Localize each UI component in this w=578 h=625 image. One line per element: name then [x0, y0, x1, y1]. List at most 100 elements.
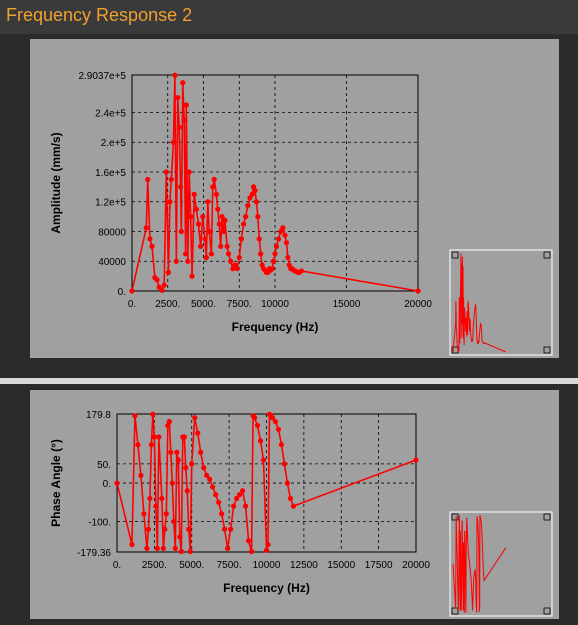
data-point — [153, 503, 159, 509]
data-point — [175, 457, 181, 463]
data-point — [272, 419, 279, 425]
data-point — [208, 251, 214, 257]
data-point — [245, 538, 252, 544]
data-point — [193, 206, 199, 212]
panel-divider — [0, 378, 578, 384]
data-point — [188, 214, 194, 220]
data-point — [219, 511, 225, 517]
data-point — [175, 94, 181, 101]
data-point — [252, 187, 258, 194]
data-point — [180, 80, 186, 86]
data-point — [272, 251, 278, 257]
data-point — [240, 221, 247, 227]
y-tick-label: 80000 — [98, 227, 126, 238]
data-point — [172, 545, 178, 552]
x-tick-label: 12500 — [290, 560, 318, 571]
x-axis-title: Frequency (Hz) — [232, 320, 319, 334]
data-point — [205, 199, 211, 205]
data-point — [163, 169, 169, 175]
data-point — [154, 277, 160, 283]
x-tick-label: 5000. — [191, 299, 216, 310]
overview-series-line — [452, 253, 506, 354]
data-point — [222, 217, 228, 223]
data-point — [178, 184, 184, 190]
data-point — [114, 480, 120, 486]
data-point — [258, 251, 264, 257]
x-tick-label: 20000 — [404, 299, 432, 310]
data-point — [185, 258, 191, 264]
data-point — [195, 221, 202, 227]
y-tick-label: 0. — [118, 287, 126, 298]
data-point — [255, 214, 261, 220]
data-point — [281, 461, 288, 467]
y-tick-label: 50. — [97, 460, 111, 471]
data-point — [166, 419, 172, 425]
x-tick-label: 15000 — [333, 299, 361, 310]
data-point — [236, 254, 242, 261]
data-point — [129, 541, 135, 548]
x-tick-label: 0. — [128, 299, 136, 310]
data-point — [156, 434, 162, 440]
data-point — [170, 139, 177, 145]
data-point — [285, 254, 291, 261]
data-point — [287, 495, 294, 502]
data-point — [159, 495, 165, 502]
window-title: Frequency Response 2 — [6, 5, 193, 25]
data-point — [147, 236, 153, 242]
data-point — [177, 534, 183, 540]
data-point — [138, 472, 144, 478]
data-point — [145, 176, 151, 183]
data-point — [203, 254, 209, 261]
data-point — [174, 449, 180, 455]
data-point — [183, 251, 189, 257]
data-point — [150, 411, 156, 417]
data-point — [192, 415, 198, 421]
data-point — [248, 548, 255, 555]
data-point — [141, 511, 147, 517]
x-tick-label: 20000 — [402, 560, 430, 571]
amplitude-chart: 0. 2500. 5000. 7500. 10000 15000 20000 0. 40000 8… — [49, 71, 553, 356]
data-point — [280, 225, 286, 231]
data-point — [275, 426, 282, 432]
data-point — [213, 492, 219, 498]
data-point — [171, 518, 177, 525]
data-point — [283, 240, 290, 246]
data-point — [218, 243, 224, 249]
data-point — [282, 232, 288, 238]
data-point — [148, 442, 154, 448]
data-point — [154, 545, 160, 552]
data-point — [242, 503, 249, 509]
data-point — [198, 243, 204, 249]
overview-handle — [451, 513, 459, 521]
data-point — [231, 503, 237, 509]
data-point — [275, 236, 282, 242]
data-point — [263, 547, 270, 553]
data-point — [234, 495, 240, 502]
data-point — [215, 206, 221, 212]
phase-chart-panel: 0. 2500. 5000. 7500. 10000 12500 15000 17500 200… — [30, 390, 559, 619]
data-point — [211, 176, 217, 183]
data-point — [178, 548, 184, 555]
data-point — [225, 545, 231, 552]
data-point — [167, 199, 173, 205]
data-point — [129, 288, 135, 294]
x-tick-label: 7500. — [227, 299, 252, 310]
data-point — [253, 199, 260, 205]
data-point — [189, 273, 195, 279]
data-point — [284, 480, 291, 486]
data-point — [216, 499, 222, 505]
data-point — [198, 449, 204, 455]
data-point — [200, 214, 206, 220]
x-tick-label: 7500. — [217, 560, 242, 571]
overview-frame — [449, 249, 553, 356]
y-tick-label: 40000 — [98, 257, 126, 268]
x-tick-label: 10000 — [253, 560, 281, 571]
data-point — [257, 438, 264, 444]
overview-handle — [451, 251, 459, 259]
data-point — [225, 251, 232, 257]
data-point — [169, 480, 175, 486]
data-point — [243, 214, 249, 220]
data-point — [187, 548, 193, 555]
series-line — [116, 412, 417, 552]
data-point — [178, 228, 184, 235]
